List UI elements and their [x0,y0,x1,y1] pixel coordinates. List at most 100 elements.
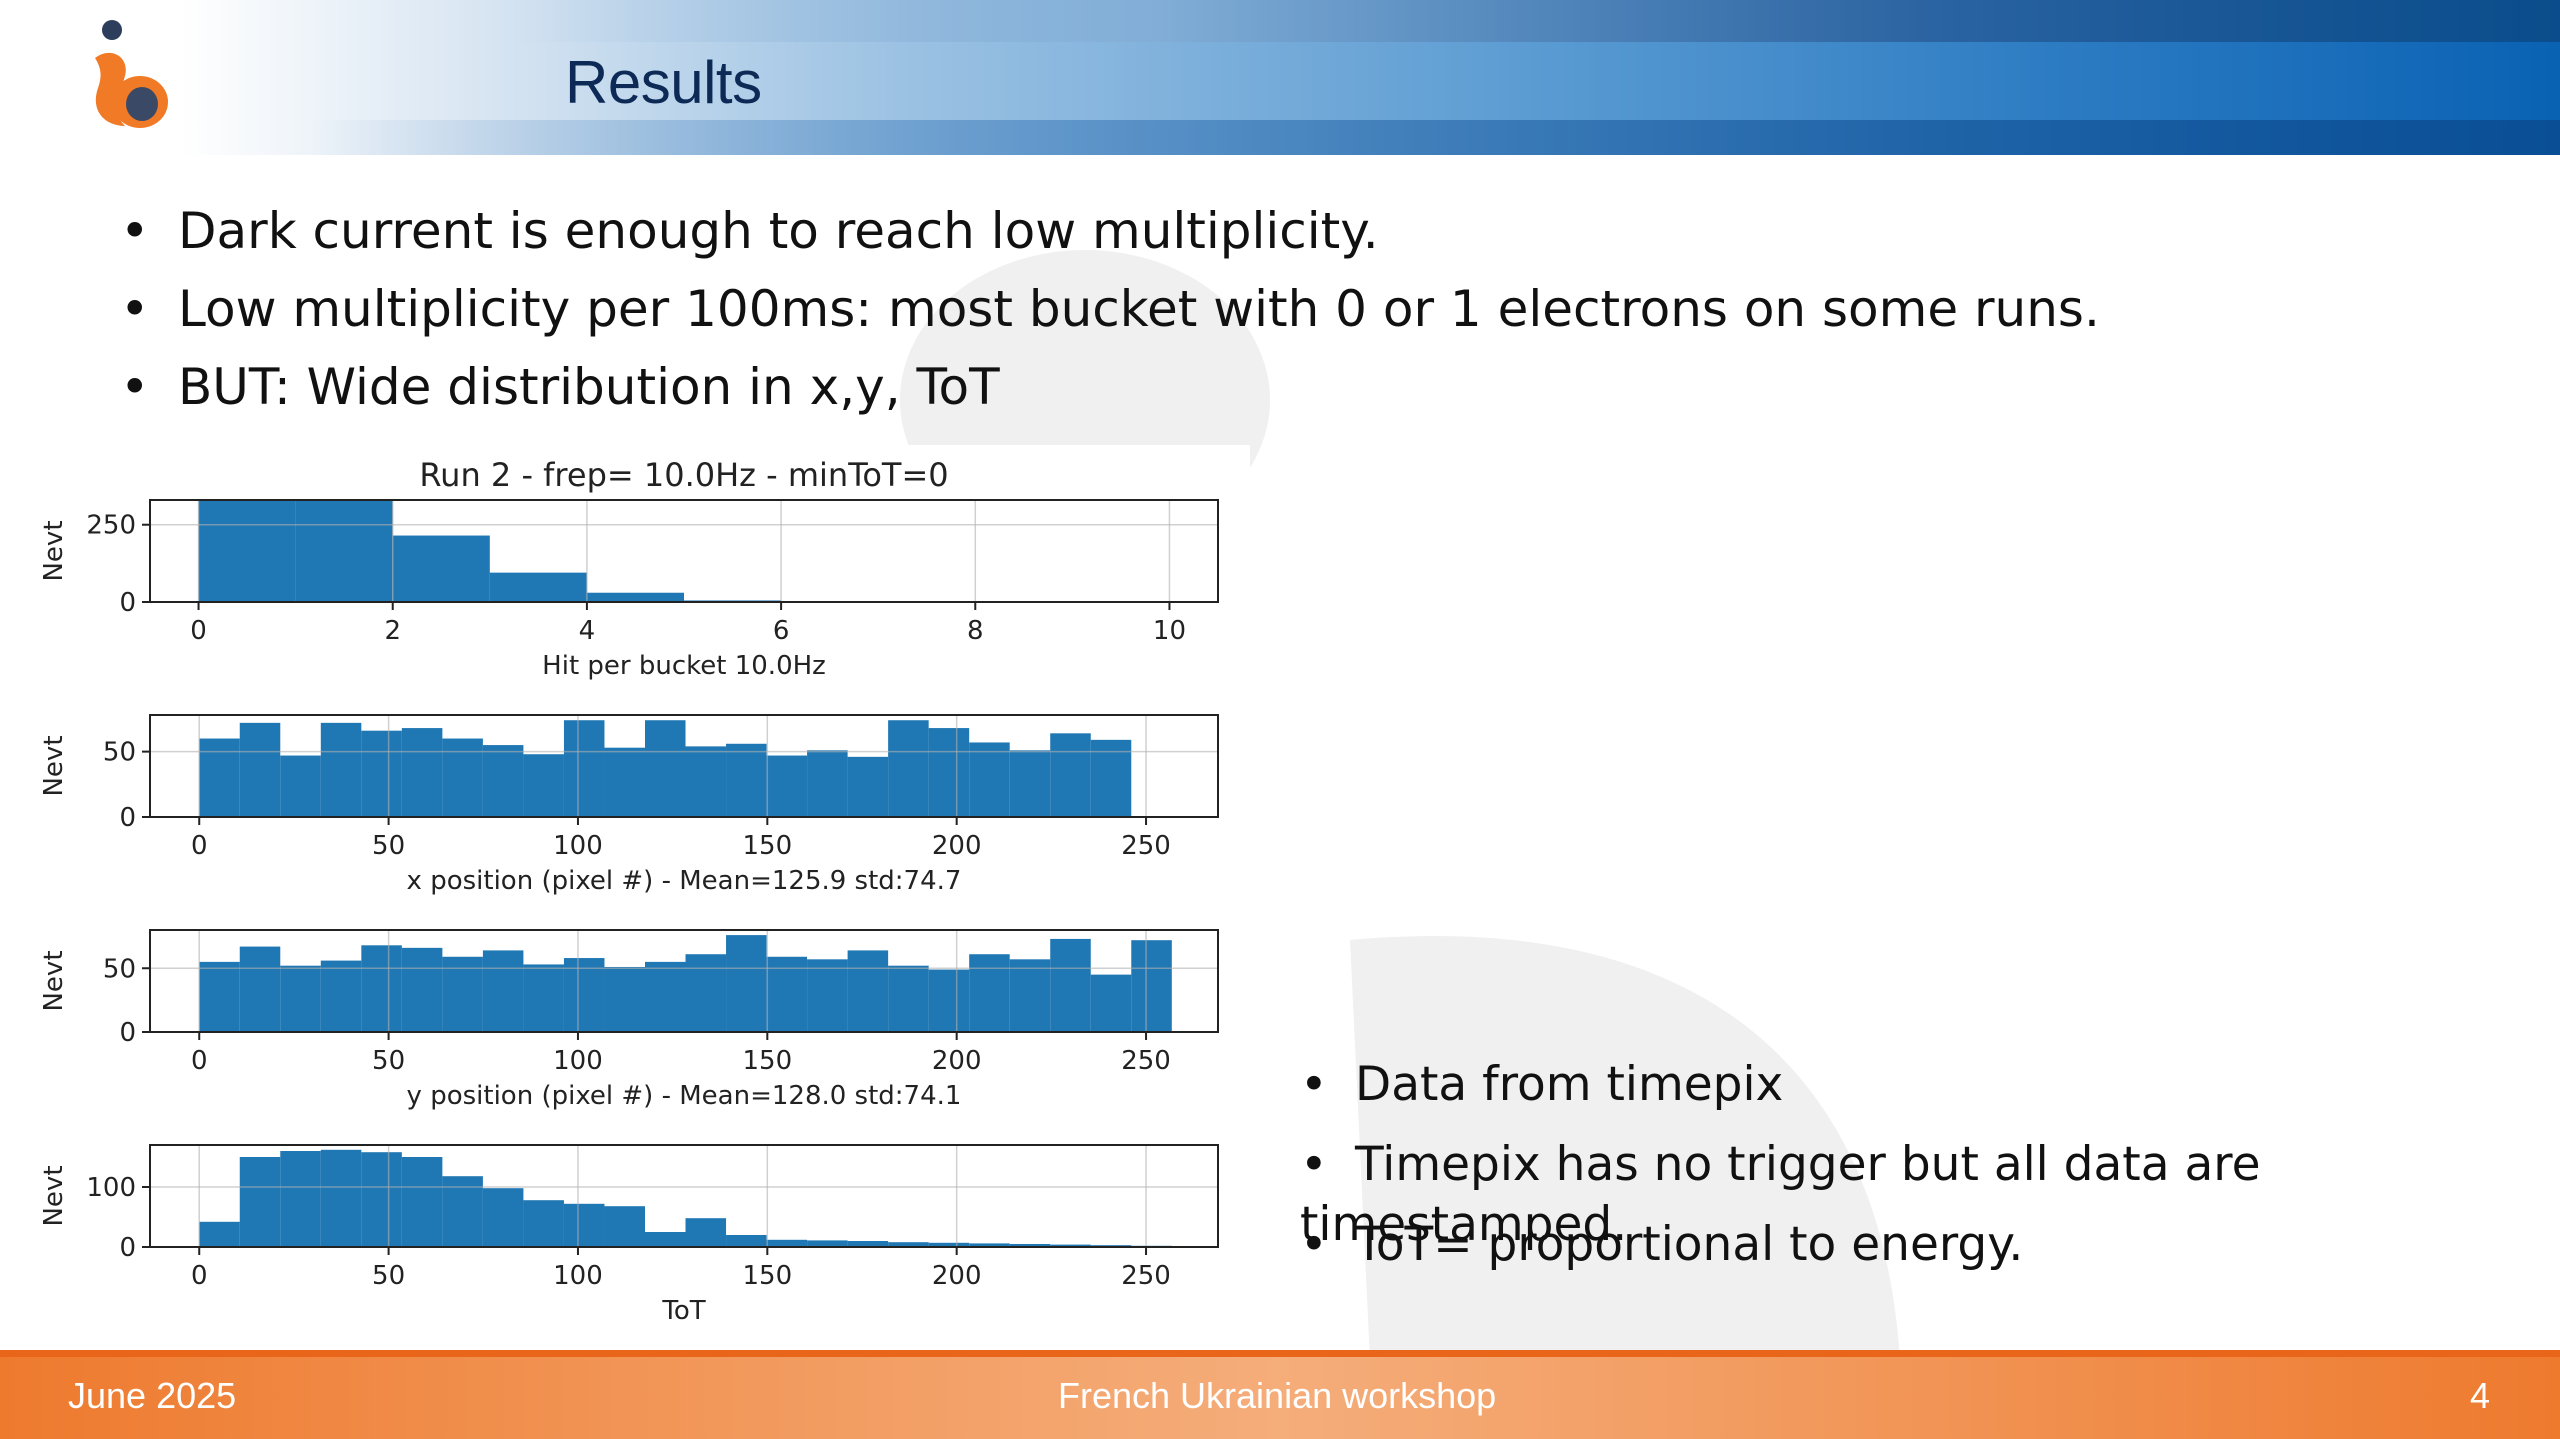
x-tick-label: 100 [553,1261,603,1291]
histogram-bar [847,1241,889,1247]
histogram-bar [198,500,296,602]
x-tick-label: 150 [742,1046,792,1076]
x-tick-label: 250 [1121,831,1171,861]
histogram-bar [685,746,727,817]
bullet-dot-icon: • [120,280,150,338]
histogram-bar [685,954,727,1032]
histogram-bar [888,720,929,817]
histogram-bar [1131,940,1172,1032]
x-axis-label: x position (pixel #) - Mean=125.9 std:74… [407,866,962,896]
histogram-bar [489,572,587,602]
top-bullet-list: • Dark current is enough to reach low mul… [120,200,2100,434]
histogram-bar [766,1239,808,1247]
x-tick-label: 50 [372,1046,405,1076]
histogram-bar [442,956,483,1032]
histogram-bar [199,961,240,1032]
histogram-bar [928,1242,970,1247]
histogram-bar [807,750,848,817]
histogram-bar [726,743,767,817]
x-tick-label: 250 [1121,1046,1171,1076]
histogram-bar [442,1176,483,1247]
histogram-bar [766,956,808,1032]
histogram-panel-4: 0 50 100 150 200 250 0 100 ToT Nevt [39,1144,1219,1326]
histogram-bar [969,1243,1010,1247]
bullet-low-multiplicity: • Low multiplicity per 100ms: most bucket… [120,280,2100,338]
histogram-bar [1009,1244,1051,1247]
histogram-bar [442,738,483,817]
x-tick-label: 0 [191,1261,208,1291]
histogram-bar [604,747,645,817]
histogram-bar [644,1232,686,1247]
y-tick-label: 0 [119,803,136,833]
histogram-bar [401,728,443,817]
histogram-bar [523,1200,564,1247]
x-tick-label: 10 [1153,616,1186,646]
histogram-bar [523,754,564,817]
header-top-stripe [0,0,2560,42]
histogram-bar [482,1188,524,1247]
histogram-bar [401,947,443,1032]
bullet-dot-icon: • [120,358,150,416]
x-tick-label: 200 [932,831,982,861]
histogram-bar [726,1235,767,1247]
bullet-dot-icon: • [1300,1217,1328,1272]
histogram-panel-1: 0 2 4 6 8 10 0 250 Hit per bucket 10.0Hz Nevt Run … [39,456,1219,681]
x-tick-label: 0 [190,616,207,646]
histogram-bar [320,1149,362,1247]
y-tick-label: 250 [86,511,136,541]
x-tick-label: 50 [372,831,405,861]
institute-logo-icon [95,20,168,128]
histogram-bar [239,1157,281,1247]
histogram-bar [563,720,605,817]
histogram-bar [361,730,402,817]
histogram-bar [1090,974,1132,1032]
y-tick-label: 0 [119,588,136,618]
histogram-bar [604,966,645,1032]
histogram-bar [644,961,686,1032]
histogram-bar [807,1240,848,1247]
histogram-bar [928,728,970,817]
histogram-bar [239,946,281,1032]
axes-frame [149,929,1219,1033]
bullet-wide-distribution: • BUT: Wide distribution in x,y, ToT [120,358,1000,416]
footer-event-name: French Ukrainian workshop [1058,1375,1497,1416]
histogram-bar [199,738,240,817]
x-tick-label: 250 [1121,1261,1171,1291]
x-tick-label: 150 [742,831,792,861]
histogram-bar [361,1152,402,1247]
histogram-bar [726,935,767,1032]
histogram-bar [644,720,686,817]
histogram-bar [604,1206,645,1247]
bullet-no-trigger: • Timepix has no trigger but all data are… [1300,1137,2261,1252]
axes-frame [149,1144,1219,1248]
histogram-bar [969,742,1010,817]
x-tick-label: 0 [191,831,208,861]
histogram-bar [1050,733,1091,817]
histogram-bar [969,954,1010,1032]
axes-frame [149,714,1219,818]
histogram-bar [361,945,402,1032]
x-tick-label: 100 [553,831,603,861]
footer-accent-line [0,1350,2560,1360]
histogram-bar [199,1221,240,1247]
x-tick-label: 100 [553,1046,603,1076]
bullet-dot-icon: • [1300,1057,1328,1112]
x-tick-label: 8 [967,616,984,646]
histogram-bar [928,969,970,1032]
histogram-bar [280,755,321,817]
histogram-bar [523,964,564,1032]
y-axis-label: Nevt [39,520,69,581]
chart-title: Run 2 - frep= 10.0Hz - minToT=0 [419,456,948,494]
histogram-bar [320,960,362,1032]
histogram-bar [239,722,281,817]
x-tick-label: 50 [372,1261,405,1291]
histogram-bar [685,1218,727,1247]
histogram-bar [766,755,808,817]
histogram-bar [888,1242,929,1247]
x-axis-label: ToT [661,1296,705,1326]
y-tick-label: 0 [119,1018,136,1048]
axes-frame [149,499,1219,603]
